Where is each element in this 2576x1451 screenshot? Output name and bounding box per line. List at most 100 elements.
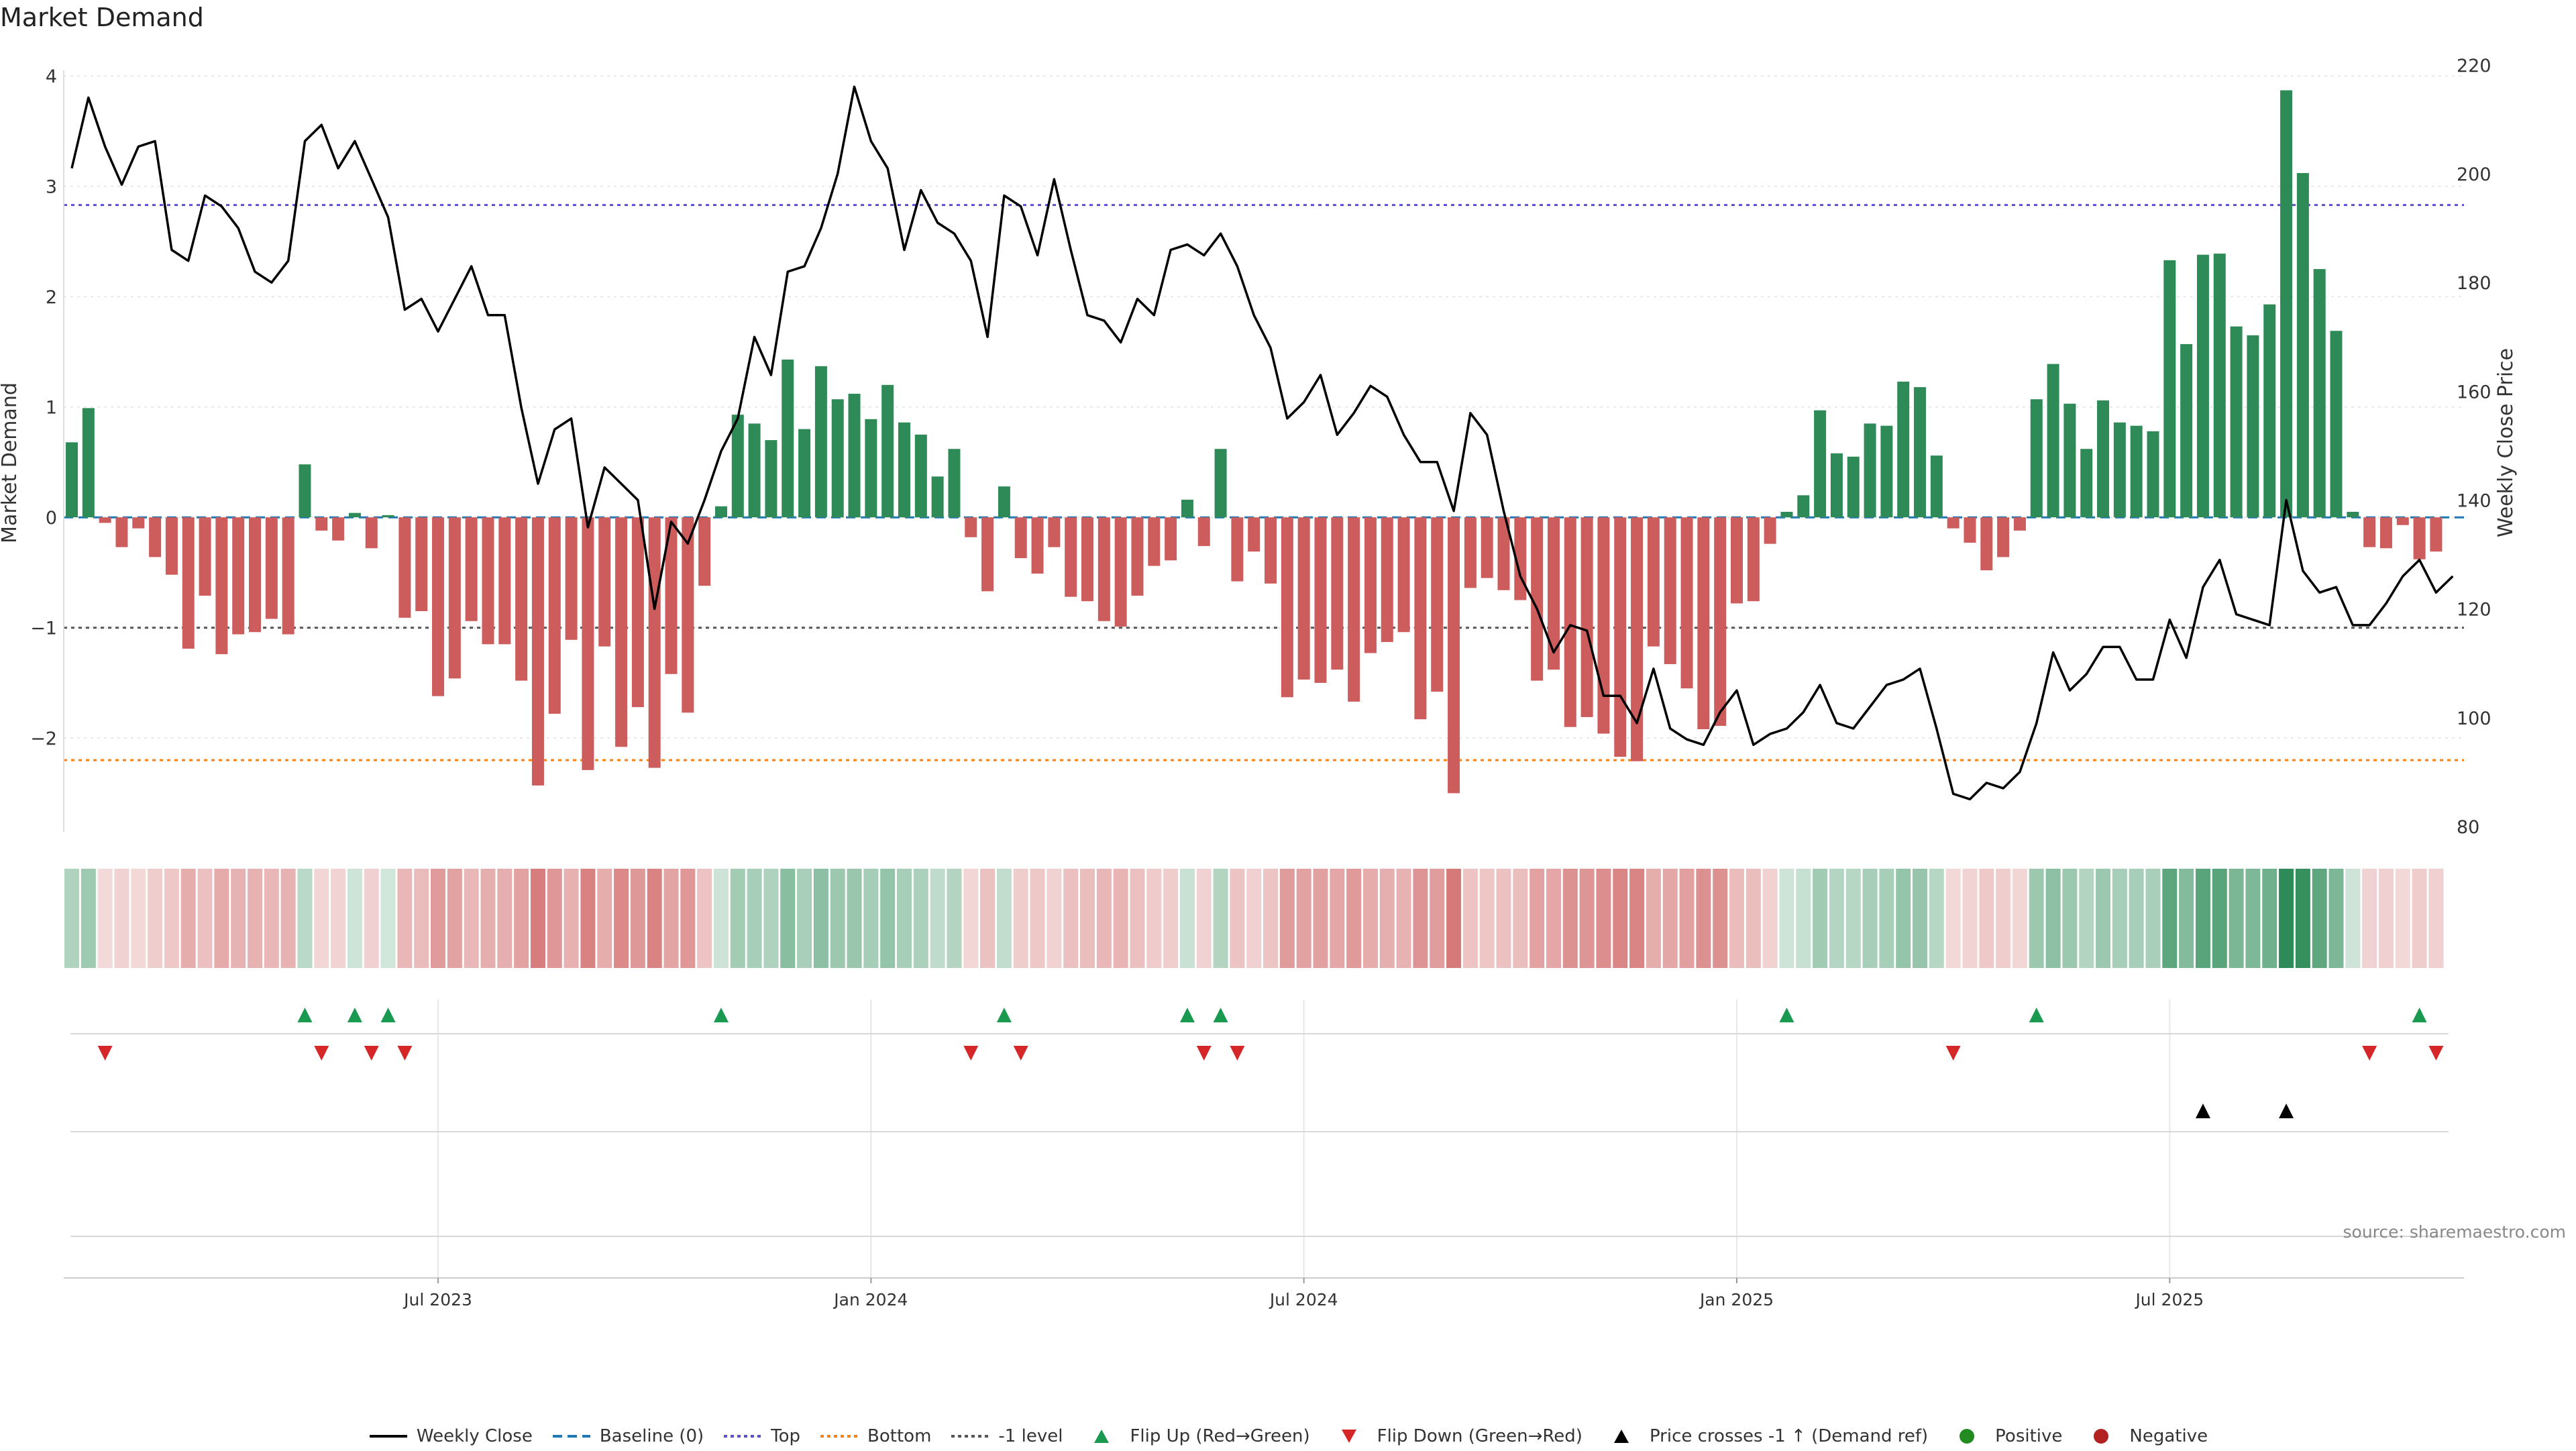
strip-cell	[197, 869, 213, 968]
demand-bar	[82, 408, 95, 518]
demand-bar	[631, 517, 644, 708]
strip-cell	[1013, 869, 1028, 968]
demand-bar	[598, 517, 611, 647]
strip-cell	[1679, 869, 1695, 968]
y-left-tick-label: 3	[46, 177, 57, 198]
demand-bar	[182, 517, 195, 649]
flip-down-marker	[1013, 1046, 1028, 1061]
flip-up-marker	[1179, 1008, 1195, 1022]
strip-cell	[797, 869, 812, 968]
dotted-line-icon	[950, 1426, 990, 1446]
flip-down-marker	[97, 1046, 113, 1061]
strip-cell	[813, 869, 828, 968]
demand-bar	[265, 517, 278, 619]
x-tick-label: Jul 2024	[1269, 1290, 1338, 1309]
flip-down-marker	[397, 1046, 413, 1061]
legend-label: Flip Up (Red→Green)	[1130, 1426, 1310, 1446]
y-left-tick-label: 2	[46, 287, 57, 308]
y-right-tick-label: 140	[2457, 490, 2491, 511]
demand-bar	[1281, 517, 1293, 698]
strip-cell	[97, 869, 113, 968]
demand-bar	[1065, 517, 1077, 597]
strip-cell	[1246, 869, 1262, 968]
strip-cell	[280, 869, 296, 968]
strip-cell	[763, 869, 779, 968]
strip-cell	[148, 869, 163, 968]
strip-cell	[1945, 869, 1961, 968]
legend-label: Negative	[2129, 1426, 2208, 1446]
strip-cell	[1046, 869, 1062, 968]
demand-bar	[2347, 511, 2359, 518]
triangle-down-icon	[1329, 1426, 1369, 1446]
strip-cell	[1596, 869, 1611, 968]
strip-cell	[1729, 869, 1744, 968]
demand-bar	[1647, 517, 1660, 647]
demand-bar	[1348, 517, 1360, 702]
demand-bar	[731, 415, 744, 518]
y-right-tick-label: 220	[2457, 56, 2491, 76]
dashed-line-icon	[551, 1426, 592, 1446]
strip-cell	[1962, 869, 1978, 968]
strip-cell	[1063, 869, 1079, 968]
demand-bar	[814, 366, 827, 518]
strip-cell	[1462, 869, 1478, 968]
strip-cell	[1113, 869, 1128, 968]
demand-bar	[232, 517, 245, 635]
strip-cell	[630, 869, 645, 968]
weekly-close-line	[70, 85, 2454, 801]
axes: 4 3 2 1 0 −1 −2 220 200 180 160 140 120 100 80	[30, 56, 2491, 838]
strip-cell	[2029, 869, 2044, 968]
demand-bar	[1731, 517, 1743, 604]
strip-cell	[1179, 869, 1195, 968]
demand-bar	[1714, 517, 1727, 727]
demand-bar	[1314, 517, 1327, 683]
legend-label: Weekly Close	[416, 1426, 533, 1446]
source-note: source: sharemaestro.com	[2343, 1222, 2567, 1242]
strip-cell	[1279, 869, 1295, 968]
demand-bar	[415, 517, 428, 612]
strip-cell	[2279, 869, 2294, 968]
flip-down-marker	[1230, 1046, 1245, 1061]
demand-bar	[965, 517, 977, 537]
demand-bar	[981, 517, 994, 592]
flip-up-marker	[380, 1008, 396, 1022]
strip-cell	[1146, 869, 1162, 968]
legend-item: Top	[722, 1426, 800, 1446]
flip-down-marker	[963, 1046, 979, 1061]
strip-cell	[1296, 869, 1311, 968]
flip-up-marker	[713, 1008, 729, 1022]
y-right-tick-label: 80	[2457, 817, 2479, 838]
strip-cell	[697, 869, 712, 968]
strip-cell	[2345, 869, 2361, 968]
demand-bar	[1547, 517, 1560, 670]
price-cross-marker	[2195, 1104, 2210, 1118]
dot-icon	[2081, 1426, 2121, 1446]
strip-cell	[1430, 869, 1445, 968]
demand-bars	[66, 90, 2443, 794]
demand-bar	[1631, 517, 1644, 761]
demand-bar	[931, 476, 944, 518]
y-right-axis-label: Weekly Close Price	[2494, 348, 2518, 537]
strip-cell	[248, 869, 263, 968]
strip-cell	[2129, 869, 2144, 968]
strip-cell	[1862, 869, 1878, 968]
strip-cell	[264, 869, 279, 968]
strip-cell	[2179, 869, 2194, 968]
demand-bar	[2030, 399, 2043, 518]
strip-cell	[2079, 869, 2094, 968]
demand-bar	[282, 517, 294, 635]
strip-cell	[1362, 869, 1378, 968]
demand-bar	[1980, 517, 1993, 571]
strip-cell	[2428, 869, 2444, 968]
strip-cell	[1979, 869, 1994, 968]
y-left-tick-label: 0	[46, 508, 57, 529]
strip-cell	[1913, 869, 1928, 968]
y-right-tick-label: 180	[2457, 273, 2491, 294]
demand-bar	[1997, 517, 2010, 557]
demand-bar	[1797, 495, 1810, 518]
price-cross-marker	[2279, 1104, 2294, 1118]
strip-cell	[2328, 869, 2344, 968]
strip-cell	[1196, 869, 1212, 968]
strip-cell	[830, 869, 845, 968]
demand-bar	[1830, 453, 1843, 518]
